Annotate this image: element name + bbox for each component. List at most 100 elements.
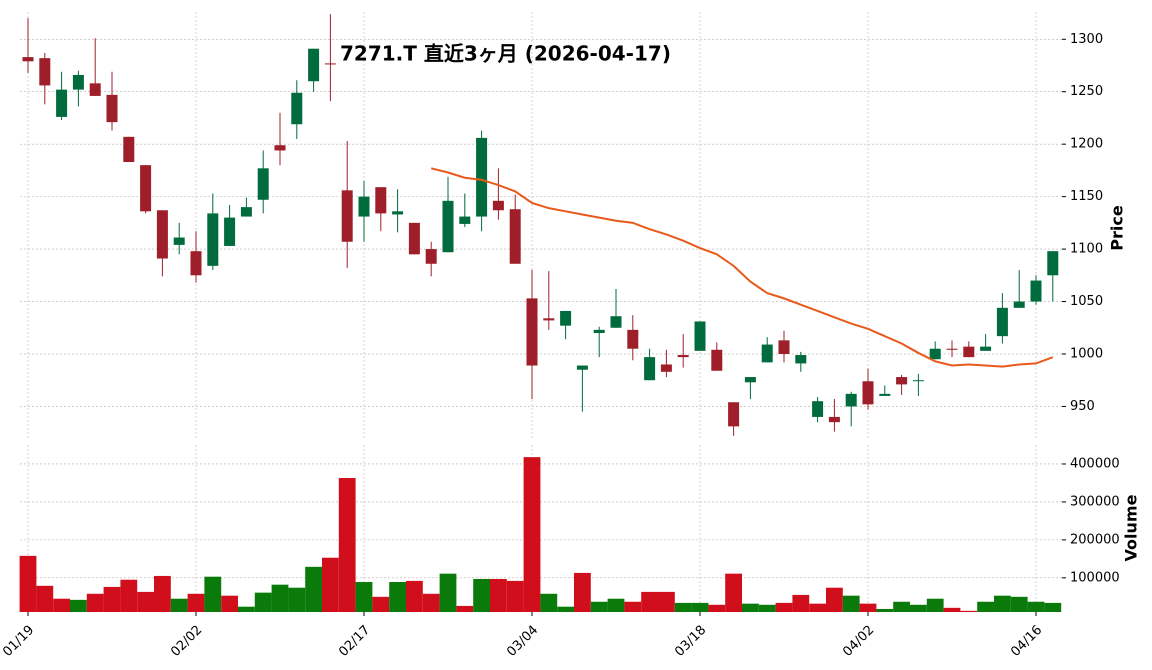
volume-bar [708,604,726,612]
y-tick-label: 1050 [1070,294,1103,309]
candle-body [240,207,252,217]
volume-bar [607,598,625,612]
candle-body [660,364,672,372]
candle-body [375,187,387,214]
volume-bar [910,604,927,612]
volume-bar [691,602,709,612]
volume-bar [120,579,138,612]
candle-body [845,393,857,407]
volume-bar [725,573,742,612]
chart-title: 7271.T 直近3ヶ月 (2026-04-17) [340,42,671,66]
candle-body [291,92,303,125]
volume-bar [994,595,1011,612]
candle-body [593,329,605,333]
candle-body [576,365,588,370]
candle-body [694,321,706,351]
candle-body [392,211,404,215]
volume-bar [254,592,272,612]
candle-body [1047,251,1059,276]
candle-body [761,344,773,363]
volume-bar [473,578,490,612]
volume-bar [523,457,541,612]
candle-body [190,251,202,276]
candle-body [476,137,488,217]
x-tick-label: 02/02 [168,623,205,660]
candle-body [862,381,874,405]
y-axis-label: Volume [1122,494,1141,561]
volume-bar [490,578,507,612]
candle-body [408,222,420,255]
candle-body [509,209,521,264]
volume-bar [943,607,961,612]
candle-body [610,316,622,328]
candle-body [425,249,437,264]
y-tick-label: 1150 [1070,189,1103,204]
candle-body [459,216,471,224]
volume-bar [19,555,37,612]
candle-body [324,63,336,65]
volume-bar [792,594,810,612]
candle-body [89,83,101,96]
volume-bar [70,599,87,612]
volume-bar [439,573,457,612]
volume-bar [540,593,558,612]
y-tick-label: 1200 [1070,137,1103,152]
volume-bar [187,593,205,612]
volume-bar [590,601,608,612]
x-tick-label: 03/18 [672,623,709,660]
y-tick-label: 300000 [1070,494,1120,509]
volume-bar [977,601,994,612]
y-tick-label: 1100 [1070,242,1103,257]
candle-body [39,58,51,86]
volume-bar [154,575,171,612]
candle-body [627,329,639,349]
candle-body [912,380,924,382]
volume-bar [271,584,289,612]
candle-body [946,348,958,350]
x-tick-label: 03/04 [504,623,541,660]
volume-bar [809,603,826,612]
volume-bar [641,591,658,612]
candle-body [156,210,168,259]
y-tick-label: 100000 [1070,570,1120,585]
candle-body [744,377,756,383]
candle-body [929,348,941,360]
candle-body [996,307,1008,337]
y-tick-label: 1250 [1070,84,1103,99]
volume-bar [557,606,574,612]
candle-body [207,213,219,266]
candle-body [728,402,740,427]
candle-body [140,165,152,212]
volume-bar [221,595,238,612]
volume-bar [137,591,154,612]
candle-body [274,145,286,151]
volume-bar [103,586,121,612]
candle-body [442,200,454,253]
candle-body [526,298,538,366]
volume-bar [842,595,860,612]
candle-body [22,57,34,62]
volume-bar [1027,601,1045,612]
candle-body [560,310,572,326]
x-tick-label: 04/02 [840,623,877,660]
x-tick-label: 04/16 [1008,623,1045,660]
volume-bar [456,605,474,612]
candle-body [492,200,504,211]
volume-bar [574,572,591,612]
volume-bar [658,591,675,612]
volume-bar [775,602,793,612]
volume-bar [1010,596,1028,612]
candle-body [72,74,84,90]
y-tick-label: 1000 [1070,346,1103,361]
volume-bar [338,478,356,612]
x-tick-label: 01/19 [0,623,37,660]
volume-bar [53,598,70,612]
volume-bar [742,603,759,612]
candle-body [828,416,840,423]
candle-body [173,237,185,245]
volume-bar [406,580,423,612]
volume-bar [1044,602,1062,612]
volume-bar [859,603,877,612]
candle-body [543,318,555,321]
